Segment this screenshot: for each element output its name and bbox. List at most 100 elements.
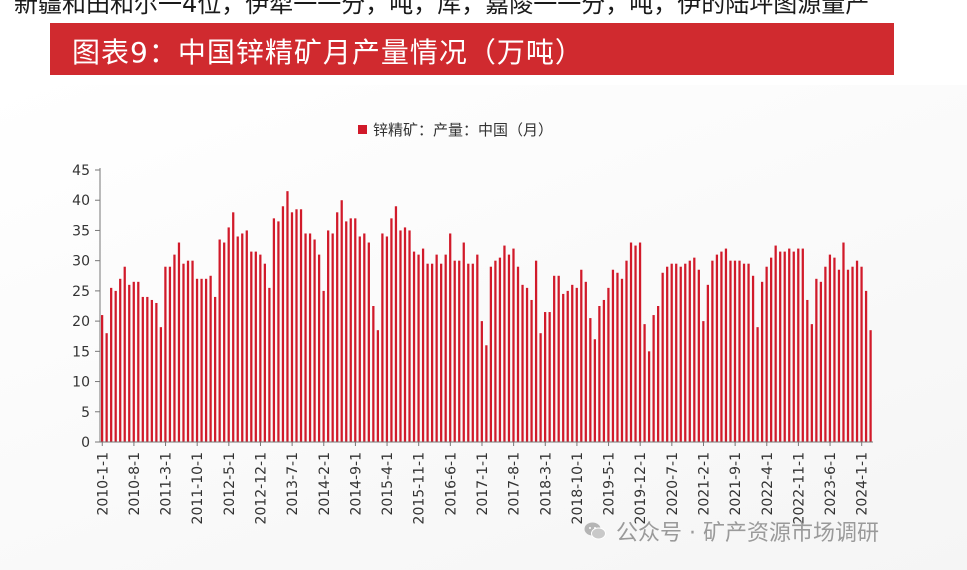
bar [408, 230, 411, 442]
bar [254, 251, 257, 442]
bar [643, 324, 646, 442]
x-tick-label: 2012-5-1 [222, 452, 238, 516]
wechat-icon [584, 522, 606, 540]
chart-legend: 锌精矿：产量：中国（月） [358, 119, 553, 140]
bar [476, 254, 479, 442]
bar [634, 245, 637, 442]
bar [675, 263, 678, 442]
x-tick-label: 2021-9-1 [728, 452, 744, 516]
bar [679, 266, 682, 442]
bar [137, 281, 140, 442]
bar [616, 272, 619, 442]
bar [589, 318, 592, 442]
x-tick-label: 2018-3-1 [538, 452, 554, 516]
bar [638, 242, 642, 442]
bar [376, 330, 379, 442]
bar [539, 333, 542, 442]
bar [159, 327, 163, 442]
bar [119, 278, 122, 442]
bar [494, 260, 497, 442]
bar [349, 218, 352, 442]
bar [516, 266, 520, 442]
x-tick-label: 2024-1-1 [855, 452, 871, 516]
bar [177, 242, 181, 442]
x-tick-label: 2010-1-1 [95, 452, 111, 516]
bar [245, 230, 248, 442]
bar [204, 278, 208, 442]
bar [421, 248, 425, 442]
bar [399, 230, 402, 442]
bar [114, 290, 117, 442]
bar [150, 299, 153, 442]
bar [394, 206, 398, 442]
bar [146, 296, 149, 442]
bar [277, 221, 280, 442]
bar [647, 351, 651, 442]
bar [869, 330, 872, 442]
bar [430, 263, 434, 442]
y-tick-label: 10 [72, 375, 90, 391]
bar [336, 212, 339, 442]
bar [797, 248, 800, 442]
bar [440, 263, 443, 442]
bar [693, 257, 696, 442]
x-tick-label: 2016-6-1 [443, 452, 459, 516]
bar [290, 212, 294, 442]
bar [738, 260, 741, 442]
bar [828, 254, 832, 442]
bar [711, 260, 714, 442]
bar [697, 269, 700, 442]
bar [498, 257, 502, 442]
x-tick-label: 2018-10-1 [570, 452, 586, 524]
bar [580, 269, 583, 442]
bar [666, 266, 669, 442]
bar [241, 233, 244, 442]
bar [263, 263, 266, 442]
x-tick-label: 2019-5-1 [602, 452, 618, 516]
bar [611, 269, 615, 442]
bar [864, 290, 868, 442]
bar [801, 248, 804, 442]
bar [141, 296, 144, 442]
bar [792, 251, 795, 442]
bar [783, 251, 786, 442]
bar [435, 254, 438, 442]
bar [747, 263, 750, 442]
x-tick-label: 2017-1-1 [475, 452, 491, 516]
bar [218, 239, 221, 442]
bar [706, 284, 709, 442]
bar [684, 263, 687, 442]
bar [765, 266, 768, 442]
bar [846, 269, 850, 442]
bar [806, 299, 809, 442]
bar [331, 233, 334, 442]
bar [403, 227, 407, 442]
bar [525, 287, 529, 442]
bar [598, 306, 601, 442]
y-tick-label: 20 [72, 314, 90, 330]
bar [363, 233, 366, 442]
bar [742, 263, 746, 442]
bar [412, 251, 416, 442]
bar [837, 269, 841, 442]
bar [602, 299, 606, 442]
bar [367, 242, 370, 442]
bar [354, 218, 357, 442]
bar [295, 209, 298, 442]
y-tick-label: 30 [72, 254, 90, 270]
bar [819, 281, 823, 442]
bar [164, 266, 167, 442]
bar [286, 191, 289, 442]
bar [313, 239, 316, 442]
bar [467, 263, 470, 442]
bar [453, 260, 456, 442]
bar [512, 248, 515, 442]
bar [444, 254, 447, 442]
bar [566, 290, 569, 442]
legend-swatch [358, 125, 367, 134]
bar [214, 296, 217, 442]
x-tick-label: 2022-4-1 [760, 452, 776, 516]
x-tick-label: 2012-12-1 [254, 452, 270, 524]
bar [774, 245, 777, 442]
y-tick-label: 45 [72, 163, 90, 179]
